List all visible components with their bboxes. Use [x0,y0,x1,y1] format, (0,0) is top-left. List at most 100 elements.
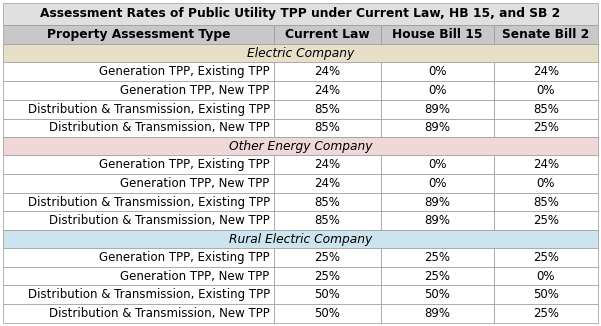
Bar [273,193,381,211]
Bar [3,44,598,62]
Bar [273,248,381,267]
Bar [494,286,598,304]
Bar [3,211,273,230]
Text: Generation TPP, New TPP: Generation TPP, New TPP [120,177,270,190]
Bar [3,81,273,100]
Bar [273,267,381,286]
Bar [381,286,494,304]
Text: Distribution & Transmission, New TPP: Distribution & Transmission, New TPP [49,307,270,320]
Text: 85%: 85% [314,103,340,116]
Text: 24%: 24% [314,158,340,171]
Text: 50%: 50% [533,289,559,301]
Text: 25%: 25% [533,251,559,264]
Text: 89%: 89% [424,214,450,227]
Bar [273,286,381,304]
Bar [494,155,598,174]
Text: 85%: 85% [533,196,559,209]
Text: Distribution & Transmission, Existing TPP: Distribution & Transmission, Existing TP… [28,289,270,301]
Bar [494,248,598,267]
Text: 85%: 85% [314,214,340,227]
Text: 50%: 50% [424,289,450,301]
Text: 25%: 25% [424,251,450,264]
Text: 0%: 0% [537,84,555,97]
Text: Generation TPP, Existing TPP: Generation TPP, Existing TPP [99,65,270,78]
Text: Electric Company: Electric Company [247,47,354,60]
Bar [3,304,273,323]
Bar [494,81,598,100]
Text: 25%: 25% [314,251,340,264]
Bar [273,304,381,323]
Text: Generation TPP, Existing TPP: Generation TPP, Existing TPP [99,158,270,171]
Bar [494,267,598,286]
Text: 25%: 25% [533,214,559,227]
Text: 24%: 24% [314,84,340,97]
Text: 85%: 85% [314,196,340,209]
Text: 25%: 25% [424,270,450,283]
Bar [3,3,598,25]
Bar [494,25,598,44]
Bar [381,193,494,211]
Bar [381,248,494,267]
Bar [494,100,598,119]
Bar [381,25,494,44]
Bar [381,100,494,119]
Bar [381,119,494,137]
Text: 89%: 89% [424,196,450,209]
Text: 0%: 0% [428,177,447,190]
Text: Other Energy Company: Other Energy Company [229,140,372,153]
Text: Senate Bill 2: Senate Bill 2 [502,28,590,41]
Bar [273,62,381,81]
Bar [3,248,273,267]
Bar [273,155,381,174]
Text: 24%: 24% [314,177,340,190]
Text: 24%: 24% [314,65,340,78]
Text: 89%: 89% [424,122,450,134]
Bar [381,81,494,100]
Bar [494,62,598,81]
Bar [3,286,273,304]
Text: 85%: 85% [533,103,559,116]
Bar [273,119,381,137]
Text: Generation TPP, New TPP: Generation TPP, New TPP [120,270,270,283]
Bar [273,174,381,193]
Bar [494,211,598,230]
Bar [3,119,273,137]
Text: 25%: 25% [314,270,340,283]
Text: 89%: 89% [424,307,450,320]
Text: 0%: 0% [428,84,447,97]
Text: Distribution & Transmission, Existing TPP: Distribution & Transmission, Existing TP… [28,196,270,209]
Bar [273,25,381,44]
Text: 25%: 25% [533,307,559,320]
Text: House Bill 15: House Bill 15 [392,28,483,41]
Text: 25%: 25% [533,122,559,134]
Bar [381,62,494,81]
Bar [3,137,598,155]
Text: 0%: 0% [428,65,447,78]
Text: 89%: 89% [424,103,450,116]
Bar [494,193,598,211]
Text: 24%: 24% [533,158,559,171]
Text: 0%: 0% [537,177,555,190]
Text: Rural Electric Company: Rural Electric Company [229,232,372,245]
Text: Distribution & Transmission, New TPP: Distribution & Transmission, New TPP [49,214,270,227]
Text: Property Assessment Type: Property Assessment Type [47,28,230,41]
Text: 85%: 85% [314,122,340,134]
Text: 0%: 0% [428,158,447,171]
Bar [3,25,273,44]
Text: Assessment Rates of Public Utility TPP under Current Law, HB 15, and SB 2: Assessment Rates of Public Utility TPP u… [40,7,561,20]
Bar [381,155,494,174]
Bar [494,304,598,323]
Bar [494,174,598,193]
Bar [494,119,598,137]
Text: 24%: 24% [533,65,559,78]
Text: 0%: 0% [537,270,555,283]
Text: Distribution & Transmission, Existing TPP: Distribution & Transmission, Existing TP… [28,103,270,116]
Bar [273,211,381,230]
Bar [3,193,273,211]
Bar [3,174,273,193]
Bar [3,62,273,81]
Bar [3,230,598,248]
Bar [273,81,381,100]
Bar [381,267,494,286]
Bar [3,100,273,119]
